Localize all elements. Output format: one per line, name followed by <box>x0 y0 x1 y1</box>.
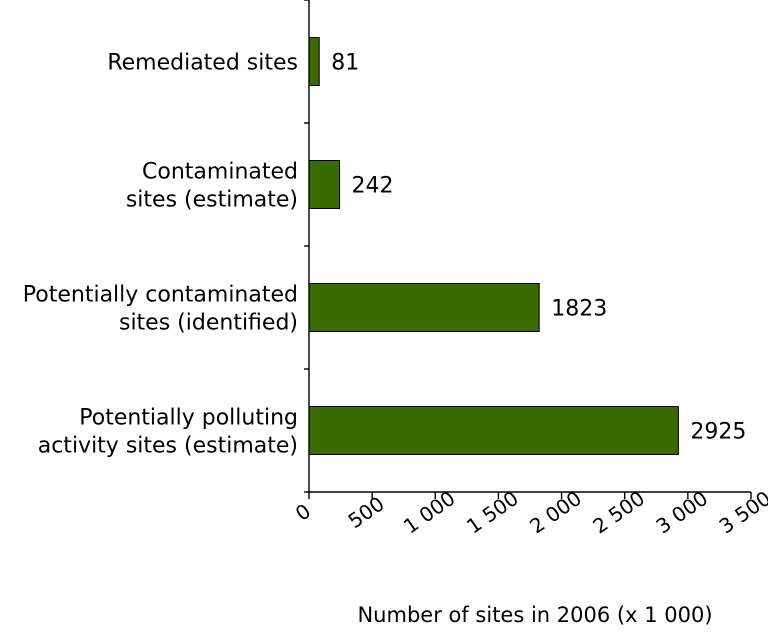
category-label: sites (identified) <box>119 311 298 336</box>
bar <box>308 160 341 209</box>
bar <box>308 37 320 86</box>
category-label: sites (estimate) <box>126 188 298 213</box>
category-label: Potentially polluting <box>79 406 298 431</box>
x-axis-title: Number of sites in 2006 (x 1 000) <box>357 603 712 627</box>
category-label: Contaminated <box>142 160 298 185</box>
axes-group <box>304 0 752 499</box>
data-label: 1823 <box>551 297 607 322</box>
category-label: Potentially contaminated <box>23 283 298 308</box>
category-label: activity sites (estimate) <box>38 434 298 459</box>
x-tick-label: 3 500 <box>715 486 768 539</box>
data-label: 2925 <box>690 420 746 445</box>
bars-group <box>308 37 679 455</box>
data-label: 242 <box>352 174 394 199</box>
x-tick-label: 0 <box>291 499 315 526</box>
x-tick-label: 500 <box>344 491 389 533</box>
x-tick-label: 1 500 <box>462 486 523 539</box>
data-label: 81 <box>331 51 359 76</box>
bar <box>308 406 679 455</box>
x-tick-label: 3 000 <box>652 486 713 539</box>
x-tick-label: 1 000 <box>399 486 460 539</box>
bar <box>308 283 540 332</box>
category-label: Remediated sites <box>107 51 298 76</box>
x-tick-label: 2 000 <box>525 486 586 539</box>
x-tick-label: 2 500 <box>588 486 649 539</box>
